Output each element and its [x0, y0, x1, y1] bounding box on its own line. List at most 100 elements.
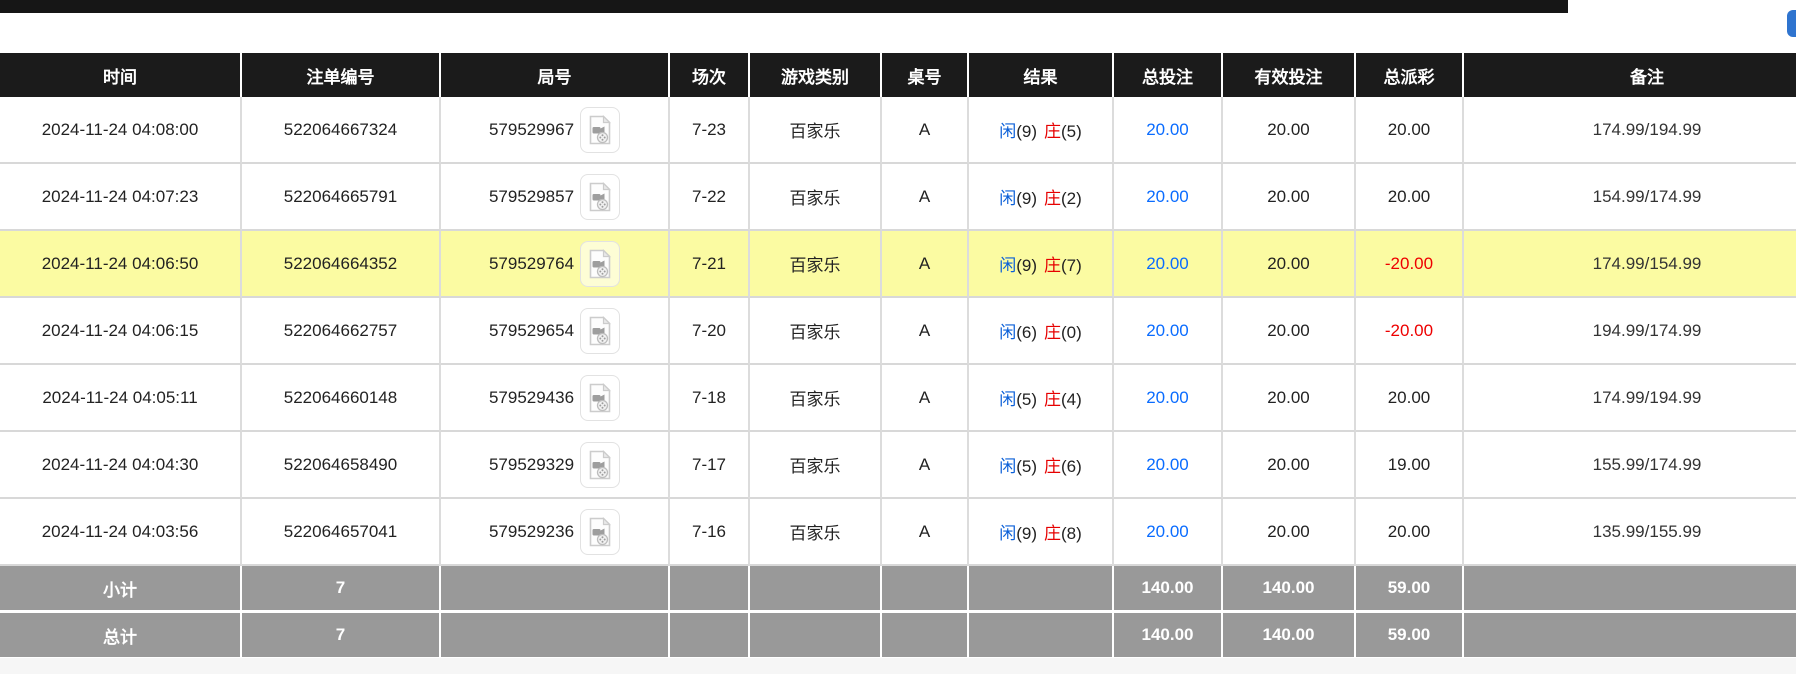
- cell-bet-id: 522064660148: [242, 365, 441, 432]
- bet-history-table-wrap: 时间 注单编号 局号 场次 游戏类别 桌号 结果 总投注 有效投注 总派彩 备注 2024-11-2…: [0, 53, 1796, 660]
- round-id-value: 579529967: [488, 119, 575, 139]
- video-replay-button[interactable]: [580, 508, 621, 555]
- banker-score-text: (6): [1061, 457, 1082, 476]
- cell-valid-bet: 20.00: [1223, 432, 1356, 499]
- summary-payout: 59.00: [1356, 613, 1464, 660]
- banker-score-text: (0): [1061, 323, 1082, 342]
- table-row[interactable]: 2024-11-24 04:06:15 522064662757 579529654…: [0, 298, 1796, 365]
- column-header-bet_id: 注单编号: [242, 53, 441, 97]
- video-replay-button[interactable]: [580, 240, 621, 287]
- banker-score-text: (5): [1061, 122, 1082, 141]
- summary-empty-table: [882, 566, 969, 613]
- summary-empty-result: [969, 566, 1114, 613]
- header-row: 时间 注单编号 局号 场次 游戏类别 桌号 结果 总投注 有效投注 总派彩 备注: [0, 53, 1796, 97]
- round-id-group: 579529764: [441, 240, 668, 287]
- column-header-valid_bet: 有效投注: [1223, 53, 1356, 97]
- cell-valid-bet: 20.00: [1223, 97, 1356, 164]
- top-right-button-fragment[interactable]: [1787, 10, 1796, 37]
- summary-empty-game: [750, 566, 882, 613]
- summary-empty-round: [441, 613, 670, 660]
- cell-payout: -20.00: [1356, 231, 1464, 298]
- cell-session: 7-17: [670, 432, 750, 499]
- round-id-group: 579529436: [441, 374, 668, 421]
- cell-payout: 19.00: [1356, 432, 1464, 499]
- table-row[interactable]: 2024-11-24 04:04:30 522064658490 579529329…: [0, 432, 1796, 499]
- cell-game-type: 百家乐: [750, 365, 882, 432]
- column-header-time: 时间: [0, 53, 242, 97]
- cell-round-id: 579529967: [441, 97, 670, 164]
- cell-result: 闲(9) 庄(2): [969, 164, 1114, 231]
- cell-total-bet: 20.00: [1114, 499, 1223, 566]
- summary-label: 总计: [0, 613, 242, 660]
- cell-result: 闲(6) 庄(0): [969, 298, 1114, 365]
- cell-time: 2024-11-24 04:06:50: [0, 231, 242, 298]
- banker-score-text: (8): [1061, 524, 1082, 543]
- banker-label-text: 庄: [1044, 189, 1061, 208]
- table-row[interactable]: 2024-11-24 04:08:00 522064667324 579529967…: [0, 97, 1796, 164]
- video-replay-button[interactable]: [580, 441, 621, 488]
- summary-row: 小计 7 140.00 140.00 59.00: [0, 566, 1796, 613]
- cell-total-bet: 20.00: [1114, 365, 1223, 432]
- video-icon: [589, 449, 611, 479]
- round-id-value: 579529654: [488, 320, 575, 340]
- banker-label-text: 庄: [1044, 524, 1061, 543]
- banker-score-text: (7): [1061, 256, 1082, 275]
- cell-result: 闲(5) 庄(4): [969, 365, 1114, 432]
- cell-table-label: A: [882, 97, 969, 164]
- column-header-result: 结果: [969, 53, 1114, 97]
- cell-remark: 174.99/154.99: [1464, 231, 1796, 298]
- cell-valid-bet: 20.00: [1223, 164, 1356, 231]
- round-id-group: 579529654: [441, 307, 668, 354]
- cell-round-id: 579529436: [441, 365, 670, 432]
- cell-remark: 154.99/174.99: [1464, 164, 1796, 231]
- cell-bet-id: 522064658490: [242, 432, 441, 499]
- cell-total-bet: 20.00: [1114, 432, 1223, 499]
- cell-total-bet: 20.00: [1114, 97, 1223, 164]
- cell-remark: 135.99/155.99: [1464, 499, 1796, 566]
- cell-table-label: A: [882, 365, 969, 432]
- summary-count: 7: [242, 566, 441, 613]
- cell-bet-id: 522064657041: [242, 499, 441, 566]
- table-row[interactable]: 2024-11-24 04:03:56 522064657041 579529236…: [0, 499, 1796, 566]
- cell-round-id: 579529329: [441, 432, 670, 499]
- player-label-text: 闲: [999, 524, 1017, 543]
- table-row[interactable]: 2024-11-24 04:07:23 522064665791 579529857…: [0, 164, 1796, 231]
- summary-payout: 59.00: [1356, 566, 1464, 613]
- player-label-text: 闲: [999, 457, 1017, 476]
- bet-history-table: 时间 注单编号 局号 场次 游戏类别 桌号 结果 总投注 有效投注 总派彩 备注 2024-11-2…: [0, 53, 1796, 660]
- top-bar: [0, 0, 1568, 13]
- cell-time: 2024-11-24 04:03:56: [0, 499, 242, 566]
- cell-bet-id: 522064667324: [242, 97, 441, 164]
- cell-game-type: 百家乐: [750, 164, 882, 231]
- player-score-text: (5): [1016, 457, 1037, 476]
- video-replay-button[interactable]: [580, 173, 621, 220]
- video-replay-button[interactable]: [580, 374, 621, 421]
- round-id-group: 579529967: [441, 106, 668, 153]
- cell-session: 7-16: [670, 499, 750, 566]
- cell-table-label: A: [882, 298, 969, 365]
- cell-result: 闲(9) 庄(8): [969, 499, 1114, 566]
- video-icon: [589, 181, 611, 211]
- video-icon: [589, 382, 611, 412]
- column-header-game_type: 游戏类别: [750, 53, 882, 97]
- video-replay-button[interactable]: [580, 307, 621, 354]
- table-row[interactable]: 2024-11-24 04:06:50 522064664352 579529764…: [0, 231, 1796, 298]
- video-icon: [589, 114, 611, 144]
- video-replay-button[interactable]: [580, 106, 621, 153]
- player-label-text: 闲: [999, 256, 1017, 275]
- round-id-group: 579529236: [441, 508, 668, 555]
- banker-label-text: 庄: [1044, 390, 1061, 409]
- cell-round-id: 579529654: [441, 298, 670, 365]
- table-row[interactable]: 2024-11-24 04:05:11 522064660148 579529436…: [0, 365, 1796, 432]
- round-id-value: 579529236: [488, 521, 575, 541]
- cell-round-id: 579529857: [441, 164, 670, 231]
- summary-empty-game: [750, 613, 882, 660]
- video-icon: [589, 315, 611, 345]
- page-background-strip: [0, 658, 1796, 674]
- cell-game-type: 百家乐: [750, 432, 882, 499]
- video-icon: [589, 248, 611, 278]
- cell-valid-bet: 20.00: [1223, 298, 1356, 365]
- cell-payout: -20.00: [1356, 298, 1464, 365]
- player-score-text: (5): [1016, 390, 1037, 409]
- cell-bet-id: 522064662757: [242, 298, 441, 365]
